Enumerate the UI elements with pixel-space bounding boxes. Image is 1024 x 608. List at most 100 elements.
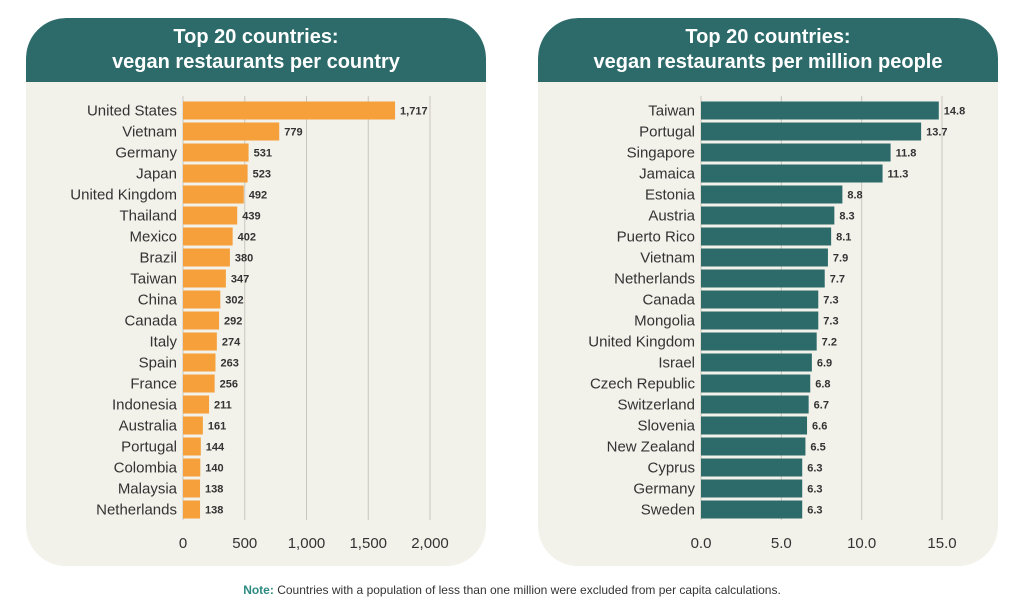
right-x-tick-label: 0.0 <box>691 535 712 552</box>
left-bar <box>183 332 217 351</box>
left-bar <box>183 437 201 456</box>
left-category-label: Colombia <box>114 460 178 477</box>
left-bar-chart: 0 500 1,000 1,500 2,000 United States 1,717 Vie… <box>70 96 449 552</box>
left-category-label: Taiwan <box>130 271 177 288</box>
right-category-label: Taiwan <box>648 103 695 120</box>
right-category-label: Vietnam <box>640 250 695 267</box>
left-data-label: 292 <box>224 316 242 328</box>
footnote-label: Note: <box>243 583 274 597</box>
right-data-label: 11.8 <box>896 148 917 160</box>
right-category-label: United Kingdom <box>588 334 695 351</box>
right-data-label: 6.6 <box>812 421 827 433</box>
left-category-label: Brazil <box>139 250 177 267</box>
left-bar <box>183 101 396 120</box>
right-data-label: 7.9 <box>833 253 848 265</box>
left-category-label: Germany <box>115 145 177 162</box>
left-category-label: Malaysia <box>118 481 178 498</box>
left-x-tick-label: 2,000 <box>411 535 449 552</box>
left-data-label: 138 <box>205 505 223 517</box>
right-bar <box>701 416 808 435</box>
left-category-label: Thailand <box>119 208 177 225</box>
right-data-label: 6.5 <box>810 442 825 454</box>
right-data-label: 6.8 <box>815 379 830 391</box>
left-x-tick-label: 500 <box>232 535 257 552</box>
left-bar <box>183 122 280 141</box>
right-chart-title-line2: vegan restaurants per million people <box>593 51 943 73</box>
left-bar <box>183 164 248 183</box>
right-bar <box>701 143 891 162</box>
left-data-label: 1,717 <box>400 106 428 118</box>
left-data-label: 256 <box>220 379 238 391</box>
right-bar <box>701 353 812 372</box>
right-data-label: 6.3 <box>807 505 822 517</box>
right-category-label: Netherlands <box>614 271 695 288</box>
left-data-label: 523 <box>253 169 271 181</box>
right-bar <box>701 164 883 183</box>
left-data-label: 302 <box>225 295 243 307</box>
right-category-label: Estonia <box>645 187 696 204</box>
right-data-label: 14.8 <box>944 106 965 118</box>
footnote-text: Countries with a population of less than… <box>273 583 781 597</box>
right-chart-header: Top 20 countries: vegan restaurants per … <box>538 18 998 82</box>
right-data-label: 6.9 <box>817 358 832 370</box>
left-data-label: 531 <box>254 148 272 160</box>
right-bar <box>701 395 809 414</box>
left-bar <box>183 269 226 288</box>
right-data-label: 6.3 <box>807 484 822 496</box>
right-bar <box>701 311 819 330</box>
right-category-label: Singapore <box>627 145 695 162</box>
right-bar <box>701 227 832 246</box>
right-bar-chart: 0.0 5.0 10.0 15.0 Taiwan 14.8 Portugal 13.7 Sing… <box>588 96 965 552</box>
left-bar <box>183 248 230 267</box>
left-bar <box>183 290 221 309</box>
right-bar <box>701 374 811 393</box>
right-bar <box>701 248 828 267</box>
left-bar <box>183 479 201 498</box>
right-bar <box>701 458 803 477</box>
right-category-label: Slovenia <box>637 418 695 435</box>
left-data-label: 492 <box>249 190 267 202</box>
left-category-label: Vietnam <box>122 124 177 141</box>
left-category-label: Canada <box>124 313 177 330</box>
left-chart-panel: Top 20 countries: vegan restaurants per … <box>26 18 486 566</box>
left-bar <box>183 374 215 393</box>
right-x-tick-label: 15.0 <box>927 535 956 552</box>
right-data-label: 13.7 <box>926 127 947 139</box>
right-data-label: 6.7 <box>814 400 829 412</box>
right-category-label: Cyprus <box>647 460 695 477</box>
left-bar <box>183 206 238 225</box>
left-data-label: 439 <box>242 211 260 223</box>
right-bar <box>701 332 817 351</box>
right-data-label: 7.3 <box>823 316 838 328</box>
right-data-label: 7.7 <box>830 274 845 286</box>
left-category-label: Netherlands <box>96 502 177 519</box>
right-bar <box>701 290 819 309</box>
right-data-label: 8.1 <box>836 232 851 244</box>
right-category-label: Portugal <box>639 124 695 141</box>
left-category-label: Italy <box>149 334 177 351</box>
left-bar <box>183 416 203 435</box>
right-bar <box>701 269 825 288</box>
left-category-label: United States <box>87 103 177 120</box>
left-data-label: 779 <box>284 127 302 139</box>
left-data-label: 161 <box>208 421 226 433</box>
right-bar <box>701 101 939 120</box>
footnote: Note: Countries with a population of les… <box>0 583 1024 597</box>
left-category-label: Spain <box>139 355 177 372</box>
left-data-label: 380 <box>235 253 253 265</box>
right-data-label: 7.3 <box>823 295 838 307</box>
left-x-tick-label: 0 <box>179 535 187 552</box>
right-data-label: 6.3 <box>807 463 822 475</box>
left-x-tick-label: 1,000 <box>288 535 326 552</box>
left-category-label: Japan <box>136 166 177 183</box>
left-bar <box>183 353 216 372</box>
left-chart-title-line2: vegan restaurants per country <box>112 51 400 73</box>
right-bar <box>701 185 843 204</box>
left-data-label: 402 <box>238 232 256 244</box>
left-bar <box>183 311 220 330</box>
right-data-label: 7.2 <box>822 337 837 349</box>
right-category-label: Germany <box>633 481 695 498</box>
right-chart-title-line1: Top 20 countries: <box>685 26 851 48</box>
right-bar <box>701 500 803 519</box>
left-category-label: Australia <box>119 418 178 435</box>
